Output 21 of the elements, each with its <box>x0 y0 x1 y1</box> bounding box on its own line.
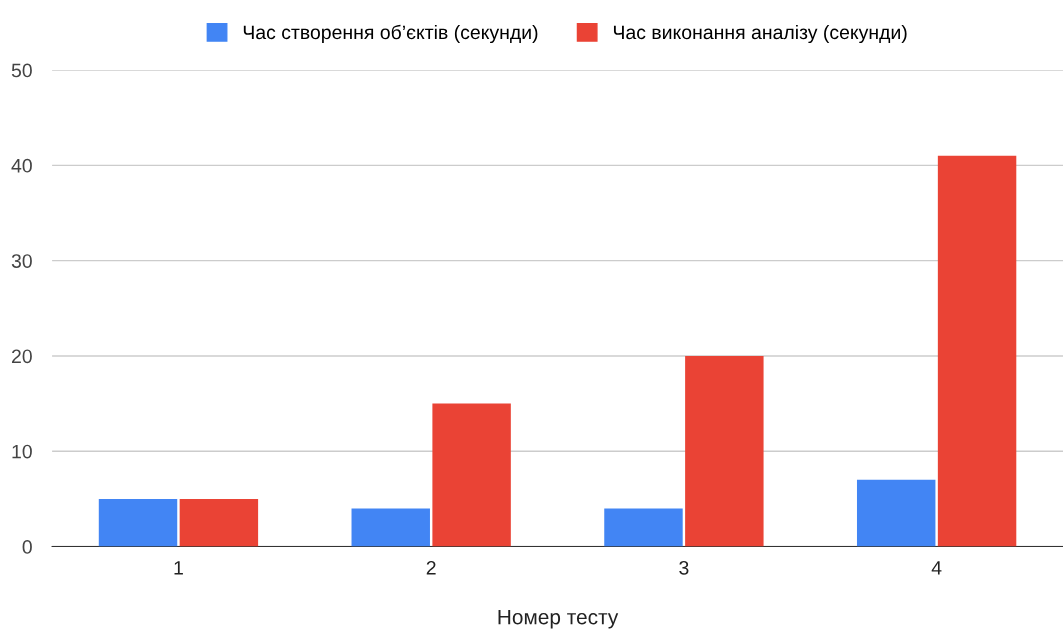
y-tick-label: 20 <box>11 349 32 364</box>
y-tick-label: 30 <box>11 254 32 268</box>
y-tick-label: 10 <box>12 444 32 459</box>
x-tick-label: 3 <box>679 560 689 575</box>
legend-label: Час створення об’єктів (секунди) <box>243 24 538 44</box>
x-tick-label: 1 <box>174 561 183 575</box>
x-tick-label: 4 <box>931 561 942 575</box>
bar <box>351 508 430 547</box>
x-tick-label: 2 <box>426 560 436 575</box>
bar <box>604 508 683 547</box>
legend-label: Час виконання аналізу (секунди) <box>613 24 907 44</box>
bar <box>98 498 178 547</box>
y-tick-label: 0 <box>22 540 32 554</box>
x-axis-title: Номер тесту <box>498 609 619 629</box>
bar <box>685 355 764 547</box>
bar <box>179 498 259 547</box>
bar <box>856 479 936 547</box>
y-tick-label: 50 <box>11 63 32 78</box>
bar <box>432 403 511 547</box>
y-tick-label: 40 <box>11 158 32 173</box>
bar <box>937 155 1017 547</box>
